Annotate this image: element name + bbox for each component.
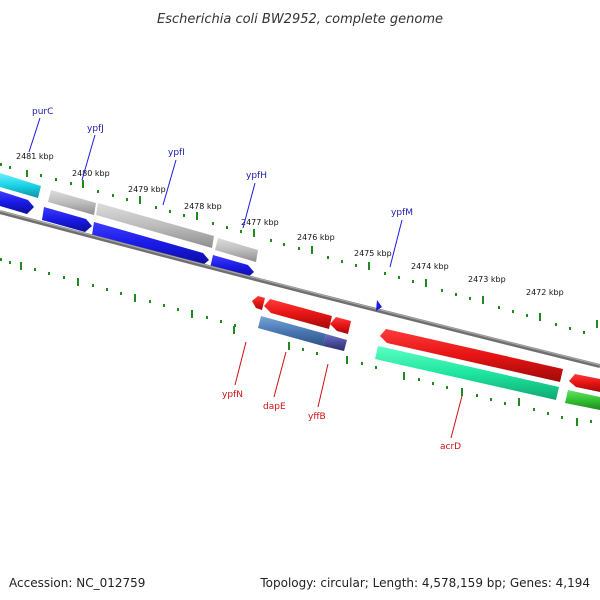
kbp-label: 2475 kbp	[354, 249, 392, 258]
kbp-label: 2474 kbp	[411, 262, 449, 271]
gene-label-yffB: yffB	[308, 412, 326, 422]
gene-label-ypfM: ypfM	[391, 208, 413, 218]
gene-arrow-red	[569, 374, 600, 392]
lower-gene-labels: ypfN dapE yffB acrD	[222, 390, 461, 452]
gene-arrow-red	[380, 329, 563, 382]
gene-arrow-gray	[215, 238, 258, 262]
gene-arrow-blue	[92, 222, 209, 266]
forward-strand-genes	[0, 173, 258, 278]
kbp-label: 2477 kbp	[241, 218, 279, 227]
gene-marker-ypfM	[376, 300, 382, 311]
gene-arrow-green	[565, 390, 600, 410]
upper-gene-labels: purC ypfJ ypfI ypfH ypfM	[32, 107, 413, 218]
kbp-label: 2479 kbp	[128, 185, 166, 194]
gene-label-ypfN: ypfN	[222, 390, 243, 400]
gene-arrow-purple	[323, 334, 347, 351]
gene-arrow-gray	[96, 203, 214, 248]
gene-arrow-teal	[375, 346, 559, 400]
reverse-strand-genes	[252, 296, 600, 410]
kbp-label: 2481 kbp	[16, 152, 54, 161]
kbp-label: 2478 kbp	[184, 202, 222, 211]
gene-label-ypfI: ypfI	[168, 148, 185, 158]
map-title: Escherichia coli BW2952, complete genome	[157, 12, 443, 27]
genome-backbone	[0, 210, 600, 368]
outer-tick-ring	[0, 163, 598, 334]
gene-label-acrD: acrD	[440, 442, 461, 452]
kbp-label: 2472 kbp	[526, 288, 564, 297]
genome-summary-text: Topology: circular; Length: 4,578,159 bp…	[259, 576, 590, 590]
gene-arrow-steel	[258, 316, 326, 346]
gene-arrow-red	[264, 299, 332, 329]
kbp-label: 2476 kbp	[297, 233, 335, 242]
kbp-labels: 2481 kbp 2480 kbp 2479 kbp 2478 kbp 2477…	[16, 152, 564, 297]
kbp-label: 2480 kbp	[72, 169, 110, 178]
gene-label-ypfJ: ypfJ	[87, 124, 104, 134]
gene-label-purC: purC	[32, 107, 53, 117]
lower-label-lines	[234, 341, 463, 439]
gene-arrow-red	[252, 296, 265, 310]
gene-arrow-blue	[42, 207, 92, 232]
gene-arrow-blue	[210, 255, 254, 278]
inner-tick-ring	[0, 258, 592, 426]
gene-arrow-blue	[0, 191, 34, 214]
genome-backbone-highlight	[0, 210, 600, 366]
gene-arrow-gray	[48, 190, 96, 215]
gene-label-ypfH: ypfH	[246, 171, 267, 181]
upper-label-lines	[28, 117, 403, 268]
kbp-label: 2473 kbp	[468, 275, 506, 284]
accession-text: Accession: NC_012759	[9, 576, 145, 590]
gene-arrow-cyan	[0, 173, 41, 198]
gene-label-dapE: dapE	[263, 402, 286, 412]
gene-arrow-red	[330, 317, 351, 334]
